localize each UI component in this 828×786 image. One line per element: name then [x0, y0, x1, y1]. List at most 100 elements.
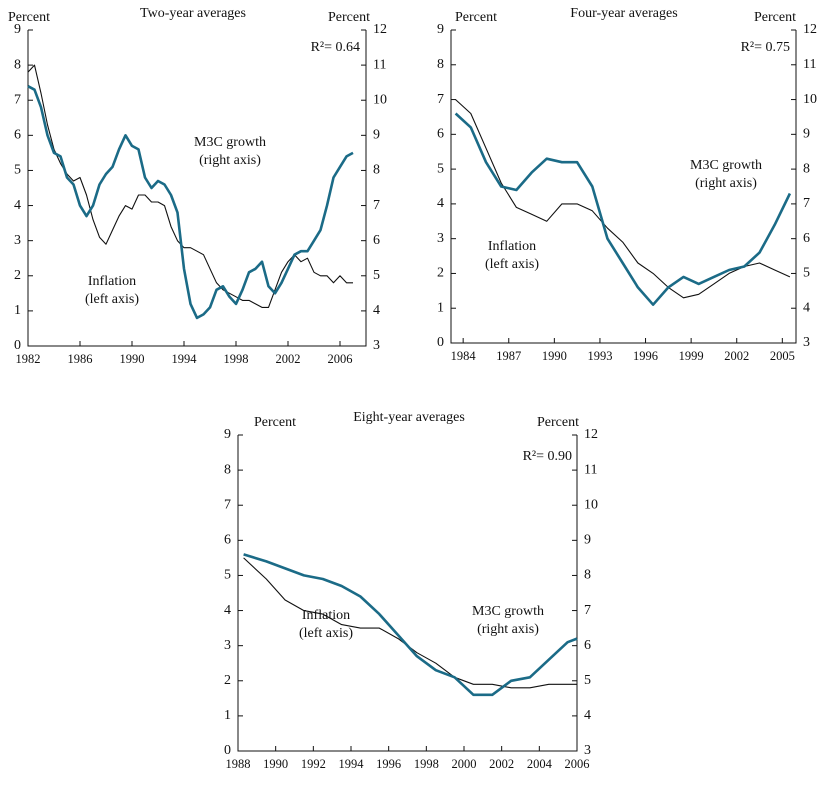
x-tick-label: 2000	[452, 757, 477, 771]
y2-tick-label: 6	[584, 638, 591, 653]
x-tick-label: 1994	[339, 757, 365, 771]
y-tick-label: 7	[14, 92, 21, 107]
y-tick-label: 6	[14, 128, 21, 143]
r-squared: R²= 0.90	[523, 449, 572, 464]
axes	[450, 30, 797, 344]
y2-tick-label: 6	[373, 233, 380, 248]
series-note: (left axis)	[85, 292, 139, 307]
series-label: Inflation	[302, 608, 350, 623]
y2-tick-label: 8	[373, 163, 380, 178]
x-tick-label: 2006	[328, 352, 353, 366]
y-tick-label: 3	[437, 231, 444, 246]
series-line	[243, 553, 578, 697]
y2-tick-label: 12	[373, 22, 387, 37]
x-tick-label: 1993	[587, 349, 612, 363]
x-tick-label: 1992	[301, 757, 326, 771]
series-note: (right axis)	[695, 176, 757, 191]
y2-tick-label: 4	[803, 300, 810, 315]
y-tick-label: 9	[437, 22, 444, 37]
x-tick-label: 2002	[276, 352, 301, 366]
y2-axis-label: Percent	[537, 415, 579, 430]
y-tick-label: 8	[437, 57, 444, 72]
y2-tick-label: 5	[584, 673, 591, 688]
y-tick-label: 2	[224, 673, 231, 688]
y2-tick-label: 5	[373, 268, 380, 283]
y2-axis-label: Percent	[754, 10, 796, 25]
series-line	[454, 112, 792, 306]
series-note: (right axis)	[199, 153, 261, 168]
y-tick-label: 8	[224, 462, 231, 477]
x-tick-label: 2006	[565, 757, 590, 771]
y2-tick-label: 11	[584, 462, 597, 477]
y-axis-label: Percent	[8, 10, 50, 25]
series-note: (right axis)	[477, 622, 539, 637]
x-tick-label: 1998	[224, 352, 249, 366]
x-tick-label: 1987	[496, 349, 521, 363]
y-tick-label: 7	[437, 92, 444, 107]
chart-title: Four-year averages	[570, 6, 677, 21]
y-tick-label: 0	[224, 743, 231, 758]
y-axis-label: Percent	[254, 415, 296, 430]
y2-tick-label: 9	[584, 533, 591, 548]
y2-tick-label: 6	[803, 231, 810, 246]
y2-tick-label: 10	[373, 92, 387, 107]
x-tick-label: 1990	[542, 349, 567, 363]
y2-tick-label: 9	[803, 127, 810, 142]
y-tick-label: 9	[14, 22, 21, 37]
series-label: M3C growth	[194, 135, 266, 150]
x-tick-label: 2002	[489, 757, 514, 771]
chart-title: Eight-year averages	[353, 410, 465, 425]
series-label: M3C growth	[472, 604, 544, 619]
series-label: Inflation	[488, 239, 536, 254]
x-tick-label: 2002	[724, 349, 749, 363]
y-tick-label: 0	[437, 335, 444, 350]
y2-tick-label: 3	[584, 743, 591, 758]
series-line	[27, 64, 353, 308]
y-tick-label: 5	[437, 161, 444, 176]
y-tick-label: 2	[437, 266, 444, 281]
y2-axis-label: Percent	[328, 10, 370, 25]
y2-tick-label: 10	[803, 92, 817, 107]
y2-tick-label: 7	[584, 603, 591, 618]
y-tick-label: 6	[224, 533, 231, 548]
y2-tick-label: 7	[803, 196, 810, 211]
y2-tick-label: 7	[373, 198, 380, 213]
y2-tick-label: 8	[803, 161, 810, 176]
y-tick-label: 8	[14, 57, 21, 72]
y-tick-label: 3	[14, 233, 21, 248]
y-tick-label: 9	[224, 427, 231, 442]
y-tick-label: 5	[224, 568, 231, 583]
y-tick-label: 1	[14, 303, 21, 318]
chart-title: Two-year averages	[140, 6, 246, 21]
x-tick-label: 2005	[770, 349, 795, 363]
x-tick-label: 1999	[679, 349, 704, 363]
x-tick-label: 1990	[120, 352, 145, 366]
x-tick-label: 1984	[451, 349, 477, 363]
x-tick-label: 1990	[263, 757, 288, 771]
y-tick-label: 5	[14, 163, 21, 178]
y-tick-label: 3	[224, 638, 231, 653]
y2-tick-label: 12	[803, 22, 817, 37]
series-line	[27, 85, 354, 320]
y2-tick-label: 11	[373, 57, 386, 72]
series-label: Inflation	[88, 274, 136, 289]
y-tick-label: 1	[224, 708, 231, 723]
series-line	[455, 99, 791, 299]
series-note: (left axis)	[299, 626, 353, 641]
y2-tick-label: 3	[373, 338, 380, 353]
y-tick-label: 1	[437, 300, 444, 315]
y-tick-label: 4	[14, 198, 21, 213]
x-tick-label: 2004	[527, 757, 553, 771]
series-line	[243, 557, 577, 689]
y-tick-label: 7	[224, 497, 231, 512]
y2-tick-label: 9	[373, 128, 380, 143]
y2-tick-label: 8	[584, 568, 591, 583]
y2-tick-label: 10	[584, 497, 598, 512]
axes	[237, 435, 578, 752]
x-tick-label: 1996	[633, 349, 658, 363]
y-tick-label: 0	[14, 338, 21, 353]
y2-tick-label: 4	[373, 303, 380, 318]
series-note: (left axis)	[485, 257, 539, 272]
y-tick-label: 2	[14, 268, 21, 283]
